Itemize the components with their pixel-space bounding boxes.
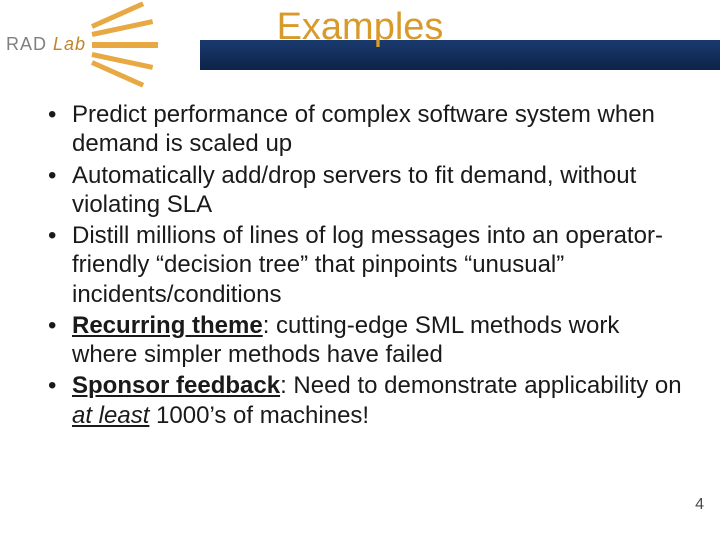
text-run: Automatically add/drop servers to fit de… — [72, 162, 636, 218]
text-run: Predict performance of complex software … — [72, 101, 655, 157]
text-run: Sponsor feedback — [72, 372, 280, 399]
text-run: : Need to demonstrate applicability on — [280, 372, 682, 399]
text-run: Recurring theme — [72, 312, 263, 339]
text-run: at least — [72, 402, 149, 429]
bullet-item: Sponsor feedback: Need to demonstrate ap… — [44, 371, 684, 430]
slide-title: Examples — [0, 6, 720, 49]
slide-header: RAD Lab Examples — [0, 0, 720, 72]
slide-body: Predict performance of complex software … — [0, 72, 720, 430]
bullet-item: Predict performance of complex software … — [44, 100, 684, 159]
text-run: Distill millions of lines of log message… — [72, 222, 663, 308]
bullet-item: Recurring theme: cutting-edge SML method… — [44, 311, 684, 370]
bullet-item: Distill millions of lines of log message… — [44, 221, 684, 309]
page-number: 4 — [695, 496, 704, 514]
bullet-list: Predict performance of complex software … — [44, 100, 684, 430]
text-run: 1000’s of machines! — [149, 402, 369, 429]
bullet-item: Automatically add/drop servers to fit de… — [44, 161, 684, 220]
